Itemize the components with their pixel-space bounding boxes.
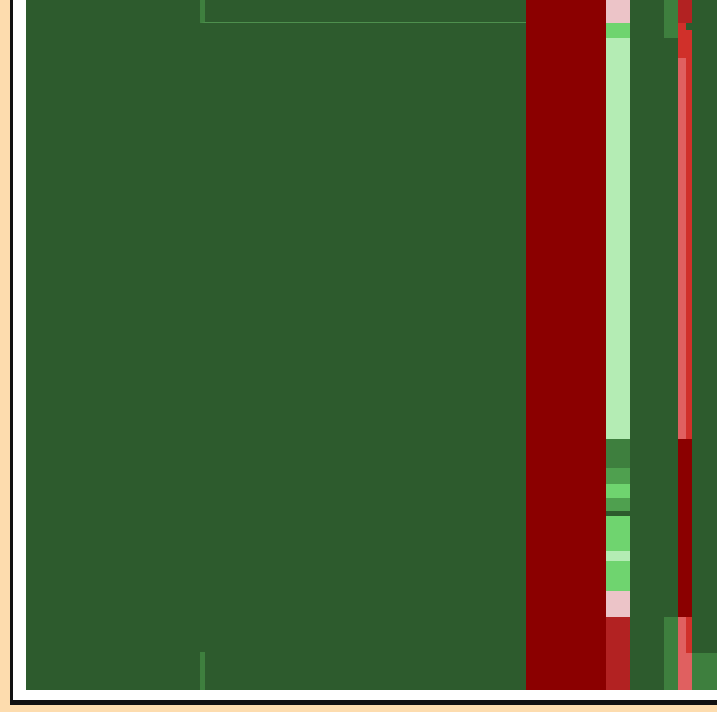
cell-red-bottom bbox=[606, 617, 630, 690]
cell-dark-red-2 bbox=[678, 439, 692, 617]
cell-muted-green-1 bbox=[606, 439, 630, 468]
cell-muted-bottom-right bbox=[664, 617, 678, 690]
cell-salmon-bottom bbox=[678, 617, 686, 690]
cell-pink-top bbox=[606, 0, 630, 23]
cell-green-6 bbox=[606, 521, 630, 551]
cell-bright-red bbox=[678, 23, 686, 58]
cell-pink-bottom bbox=[606, 591, 630, 617]
cell-red-bottom-2 bbox=[686, 617, 692, 653]
cell-muted-top-right bbox=[664, 0, 678, 38]
cell-green-7 bbox=[606, 561, 630, 591]
cell-salmon-bottom-2 bbox=[686, 653, 692, 690]
cell-green-top bbox=[606, 23, 630, 38]
cell-light-green bbox=[606, 38, 630, 439]
cell-muted-far-right bbox=[692, 653, 717, 690]
cell-green-5 bbox=[606, 516, 630, 521]
dark-red-column bbox=[526, 0, 606, 690]
cell-salmon bbox=[678, 58, 686, 439]
cell-green-4 bbox=[606, 498, 630, 511]
treemap-canvas bbox=[26, 0, 717, 690]
cell-green-2 bbox=[606, 468, 630, 484]
cell-red-top bbox=[678, 0, 692, 23]
region-outline-bottom bbox=[200, 652, 205, 690]
cell-dark-stripe bbox=[606, 511, 630, 516]
cell-bright-red-2 bbox=[686, 30, 692, 439]
region-outline-top bbox=[200, 0, 526, 23]
cell-green-3 bbox=[606, 484, 630, 498]
cell-light-green-2 bbox=[606, 551, 630, 561]
